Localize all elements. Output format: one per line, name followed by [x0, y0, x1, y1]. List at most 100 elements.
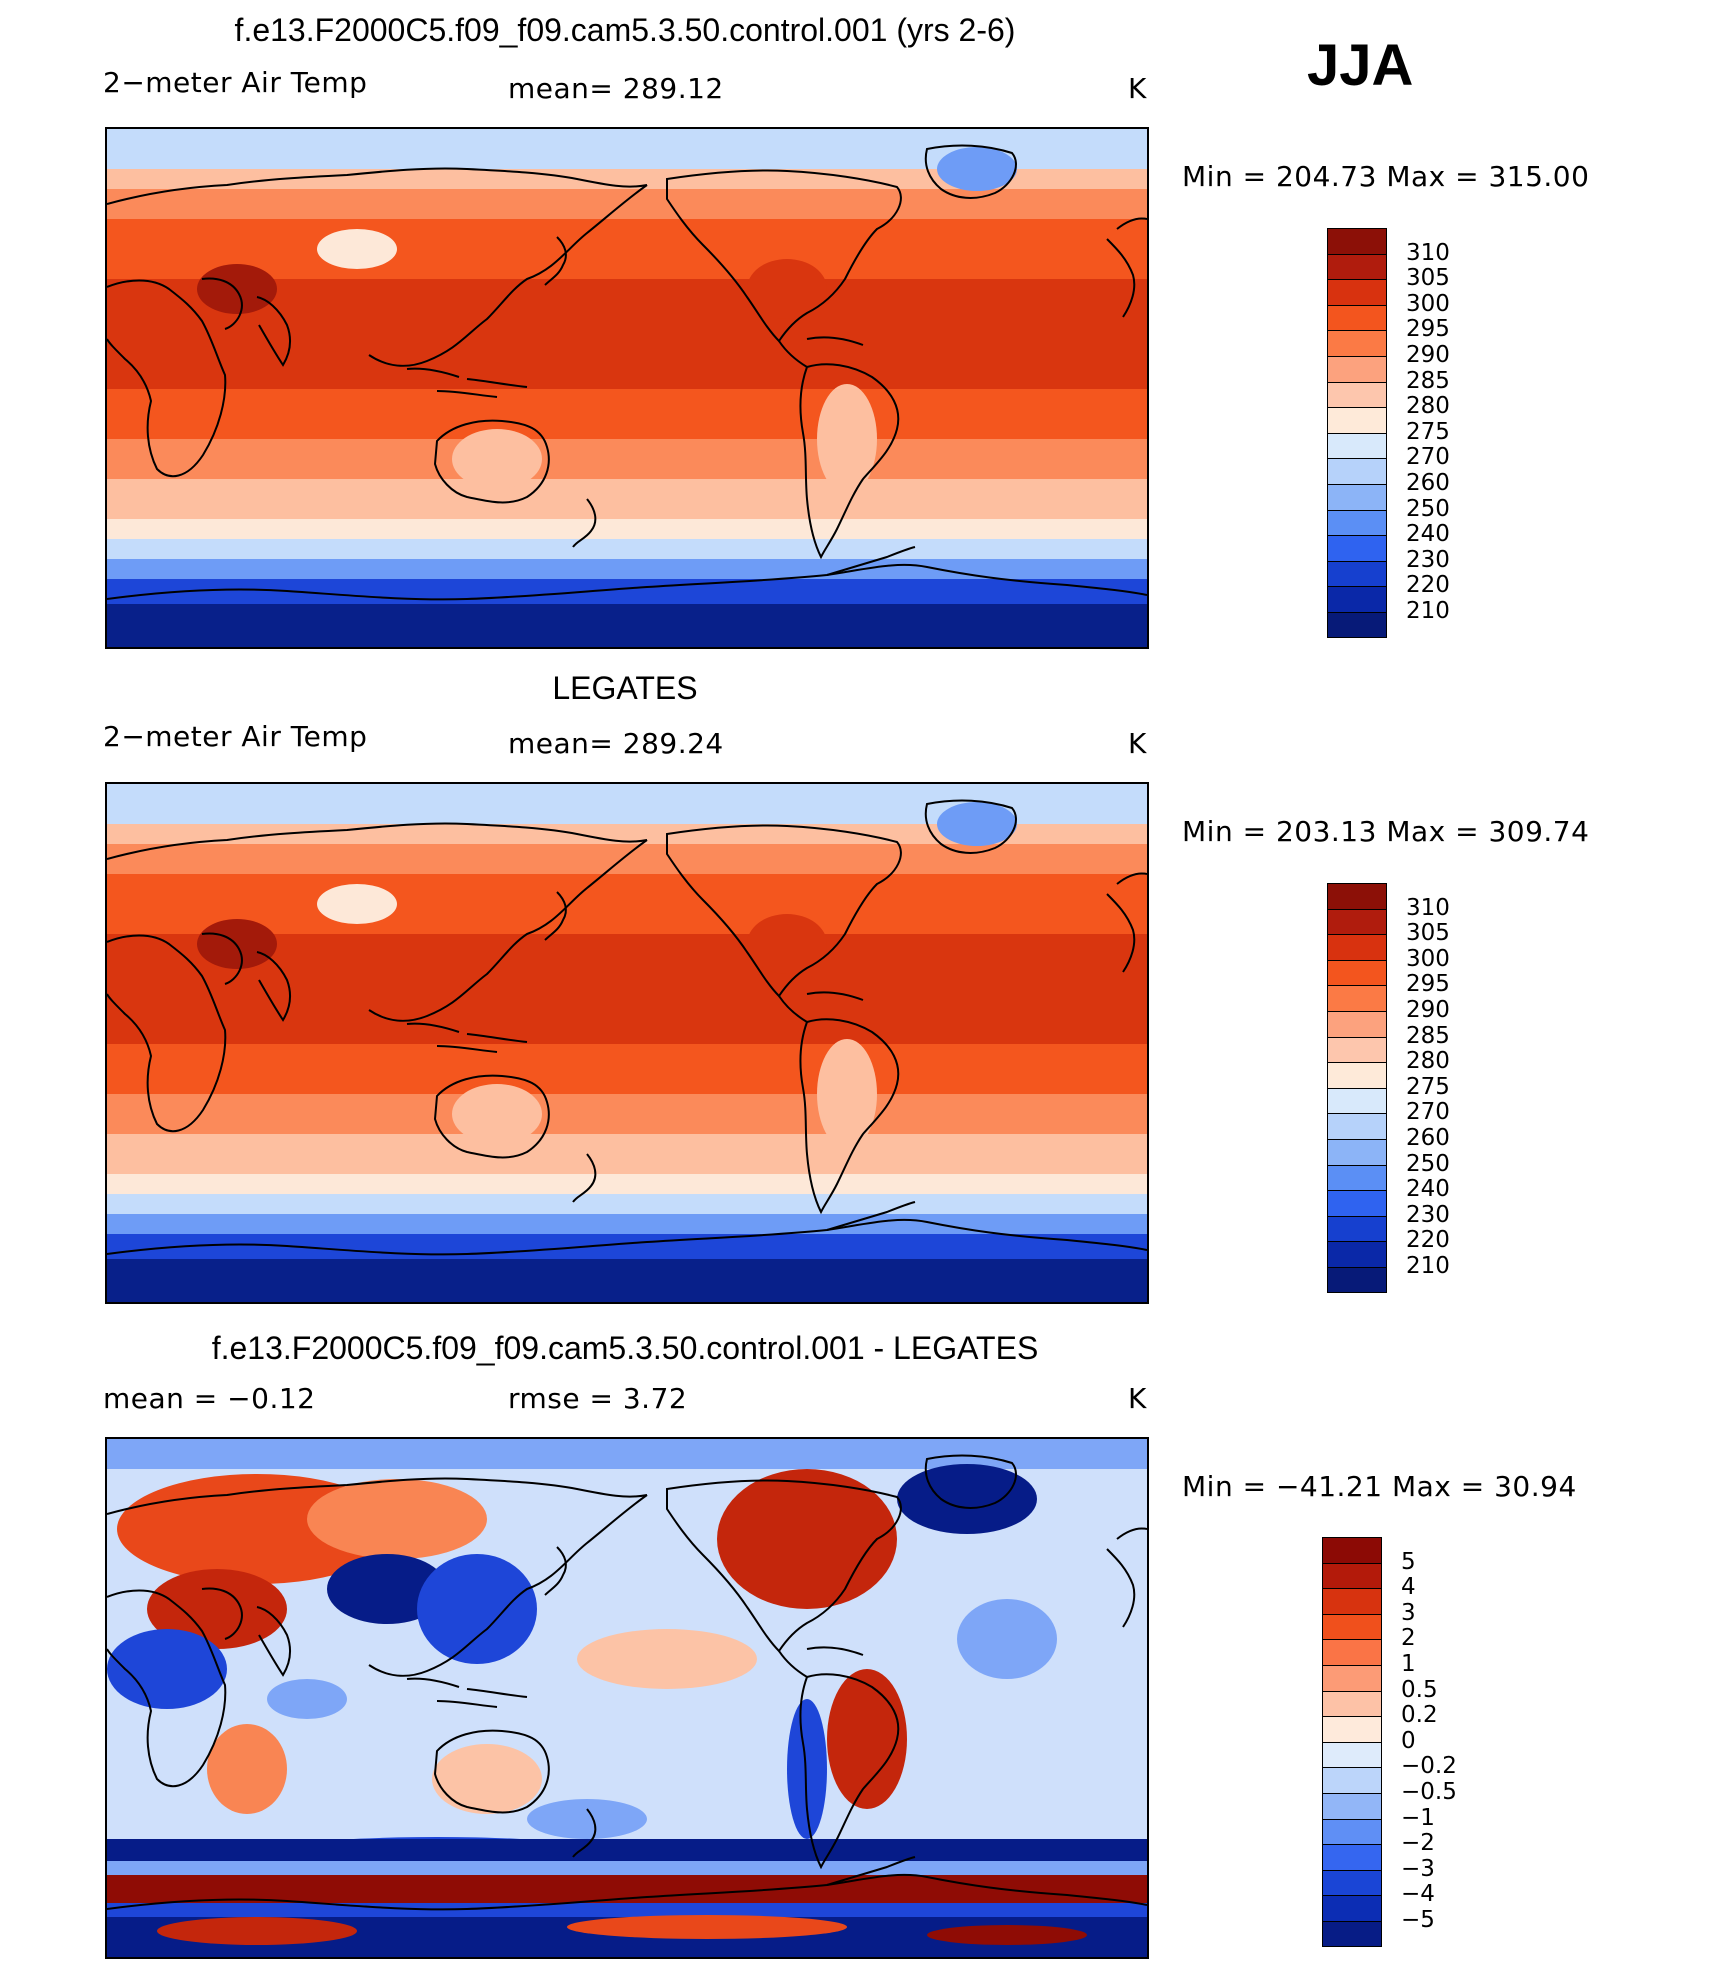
- colorbar-label: 2: [1401, 1625, 1416, 1652]
- colorbar-label: −5: [1401, 1907, 1435, 1933]
- map-shape: [107, 604, 1147, 647]
- colorbar-label: 1: [1401, 1651, 1416, 1677]
- panel-1-title: f.e13.F2000C5.f09_f09.cam5.3.50.control.…: [234, 12, 1016, 48]
- colorbar-swatch: [1327, 612, 1387, 638]
- colorbar-swatch: [1327, 1267, 1387, 1293]
- coastline: [826, 546, 916, 576]
- colorbar-swatch: [1327, 560, 1387, 587]
- map-shape: [107, 189, 1147, 219]
- colorbar-swatch: [1327, 1190, 1387, 1216]
- coastlines: [107, 144, 1147, 601]
- colorbar-label: −0.5: [1401, 1779, 1457, 1805]
- coastline: [107, 1589, 227, 1788]
- coastline: [107, 934, 227, 1133]
- map-shape: [107, 1214, 1147, 1234]
- colorbar-label: 220: [1406, 1227, 1450, 1254]
- map-shape: [452, 429, 542, 489]
- colorbar-swatch: [1327, 279, 1387, 305]
- coastline: [799, 363, 900, 560]
- map-shape: [107, 874, 1147, 934]
- coastline: [572, 1153, 597, 1203]
- map-shape: [197, 264, 277, 314]
- map-shape: [817, 1039, 877, 1149]
- colorbar-swatch: [1327, 330, 1387, 356]
- map-fields: [107, 1439, 1147, 1957]
- panel-3-colorbar: 5 4 3 2 1 0.5 0.2 0 −0.2 −0.5 −1 −2 −3 −4 −5: [1322, 1537, 1462, 1947]
- coastline: [1106, 217, 1147, 318]
- panel-1-colorbar: 310 305 300 295 290 285 280 275 270 260 250 240 230 2…: [1327, 228, 1467, 638]
- coastline: [107, 822, 648, 860]
- map-shape: [107, 1259, 1147, 1302]
- colorbar-label: 290: [1406, 997, 1450, 1023]
- coastline: [107, 563, 1147, 601]
- colorbar-label: 300: [1406, 290, 1450, 317]
- panel-1-minmax: Min = 204.73 Max = 315.00: [1182, 160, 1590, 193]
- coastline: [799, 1018, 900, 1215]
- colorbar-swatch: [1322, 1690, 1382, 1717]
- coastline: [406, 1677, 528, 1708]
- map-shape: [317, 229, 397, 269]
- coastline: [433, 419, 550, 504]
- map-shape: [327, 1554, 447, 1624]
- colorbar-label: 275: [1406, 1073, 1450, 1100]
- panel-2-map: [105, 782, 1149, 1304]
- coastline: [799, 1673, 900, 1870]
- coastline: [826, 1856, 916, 1886]
- map-fields: [107, 784, 1147, 1302]
- coastline: [544, 891, 567, 941]
- colorbar-label: −0.2: [1401, 1753, 1457, 1780]
- panel-2-colorbar: 310 305 300 295 290 285 280 275 270 260 250 240 230 2…: [1327, 883, 1467, 1293]
- panel-2-left-label: 2−meter Air Temp: [103, 720, 368, 753]
- map-shape: [107, 1174, 1147, 1194]
- coastline: [107, 1873, 1147, 1911]
- map-shape: [432, 1744, 542, 1814]
- map-shape: [267, 1679, 347, 1719]
- map-shape: [527, 1799, 647, 1839]
- colorbar-label: 270: [1406, 1099, 1450, 1126]
- colorbar-label: 270: [1406, 444, 1450, 471]
- map-shape: [107, 1439, 1147, 1469]
- map-shape: [107, 539, 1147, 559]
- coastline: [666, 169, 902, 343]
- colorbar-label: 280: [1406, 1048, 1450, 1075]
- colorbar-label: 285: [1406, 367, 1450, 394]
- colorbar-swatch: [1322, 1844, 1382, 1870]
- colorbar-swatch: [1327, 1011, 1387, 1037]
- map-shape: [107, 519, 1147, 539]
- season-label: JJA: [1307, 33, 1414, 98]
- panel-3-map-svg: [107, 1439, 1147, 1957]
- coastline: [368, 839, 648, 1022]
- colorbar-label: 3: [1401, 1599, 1416, 1626]
- coastline: [433, 1074, 550, 1159]
- map-shape: [937, 802, 1017, 846]
- colorbar-swatch: [1327, 228, 1387, 254]
- map-shape: [107, 389, 1147, 439]
- map-shape: [107, 1629, 227, 1709]
- coastline: [1106, 872, 1147, 973]
- colorbar-label: 4: [1401, 1574, 1416, 1601]
- colorbar-label: 250: [1406, 495, 1450, 522]
- panel-2-mean-label: mean= 289.24: [508, 727, 724, 760]
- coastline: [368, 184, 648, 367]
- colorbar-swatch: [1327, 509, 1387, 536]
- colorbar-swatch: [1322, 1921, 1382, 1947]
- coastline: [107, 279, 227, 478]
- colorbar-swatch: [1327, 458, 1387, 484]
- colorbar-label: 260: [1406, 1125, 1450, 1151]
- colorbar-label: −2: [1401, 1830, 1435, 1857]
- map-shape: [107, 844, 1147, 874]
- colorbar-swatch: [1327, 304, 1387, 331]
- colorbar-label: 290: [1406, 342, 1450, 368]
- map-shape: [787, 1699, 827, 1839]
- colorbar-swatch: [1322, 1716, 1382, 1742]
- map-shape: [107, 1234, 1147, 1259]
- panel-1-left-label: 2−meter Air Temp: [103, 66, 368, 99]
- coastline: [826, 1201, 916, 1231]
- map-shape: [107, 439, 1147, 479]
- colorbar-label: 305: [1406, 265, 1450, 292]
- map-shape: [567, 1915, 847, 1939]
- colorbar-swatch: [1322, 1639, 1382, 1665]
- colorbar-swatch: [1327, 535, 1387, 561]
- map-shape: [107, 1903, 1147, 1917]
- colorbar-swatch: [1322, 1767, 1382, 1793]
